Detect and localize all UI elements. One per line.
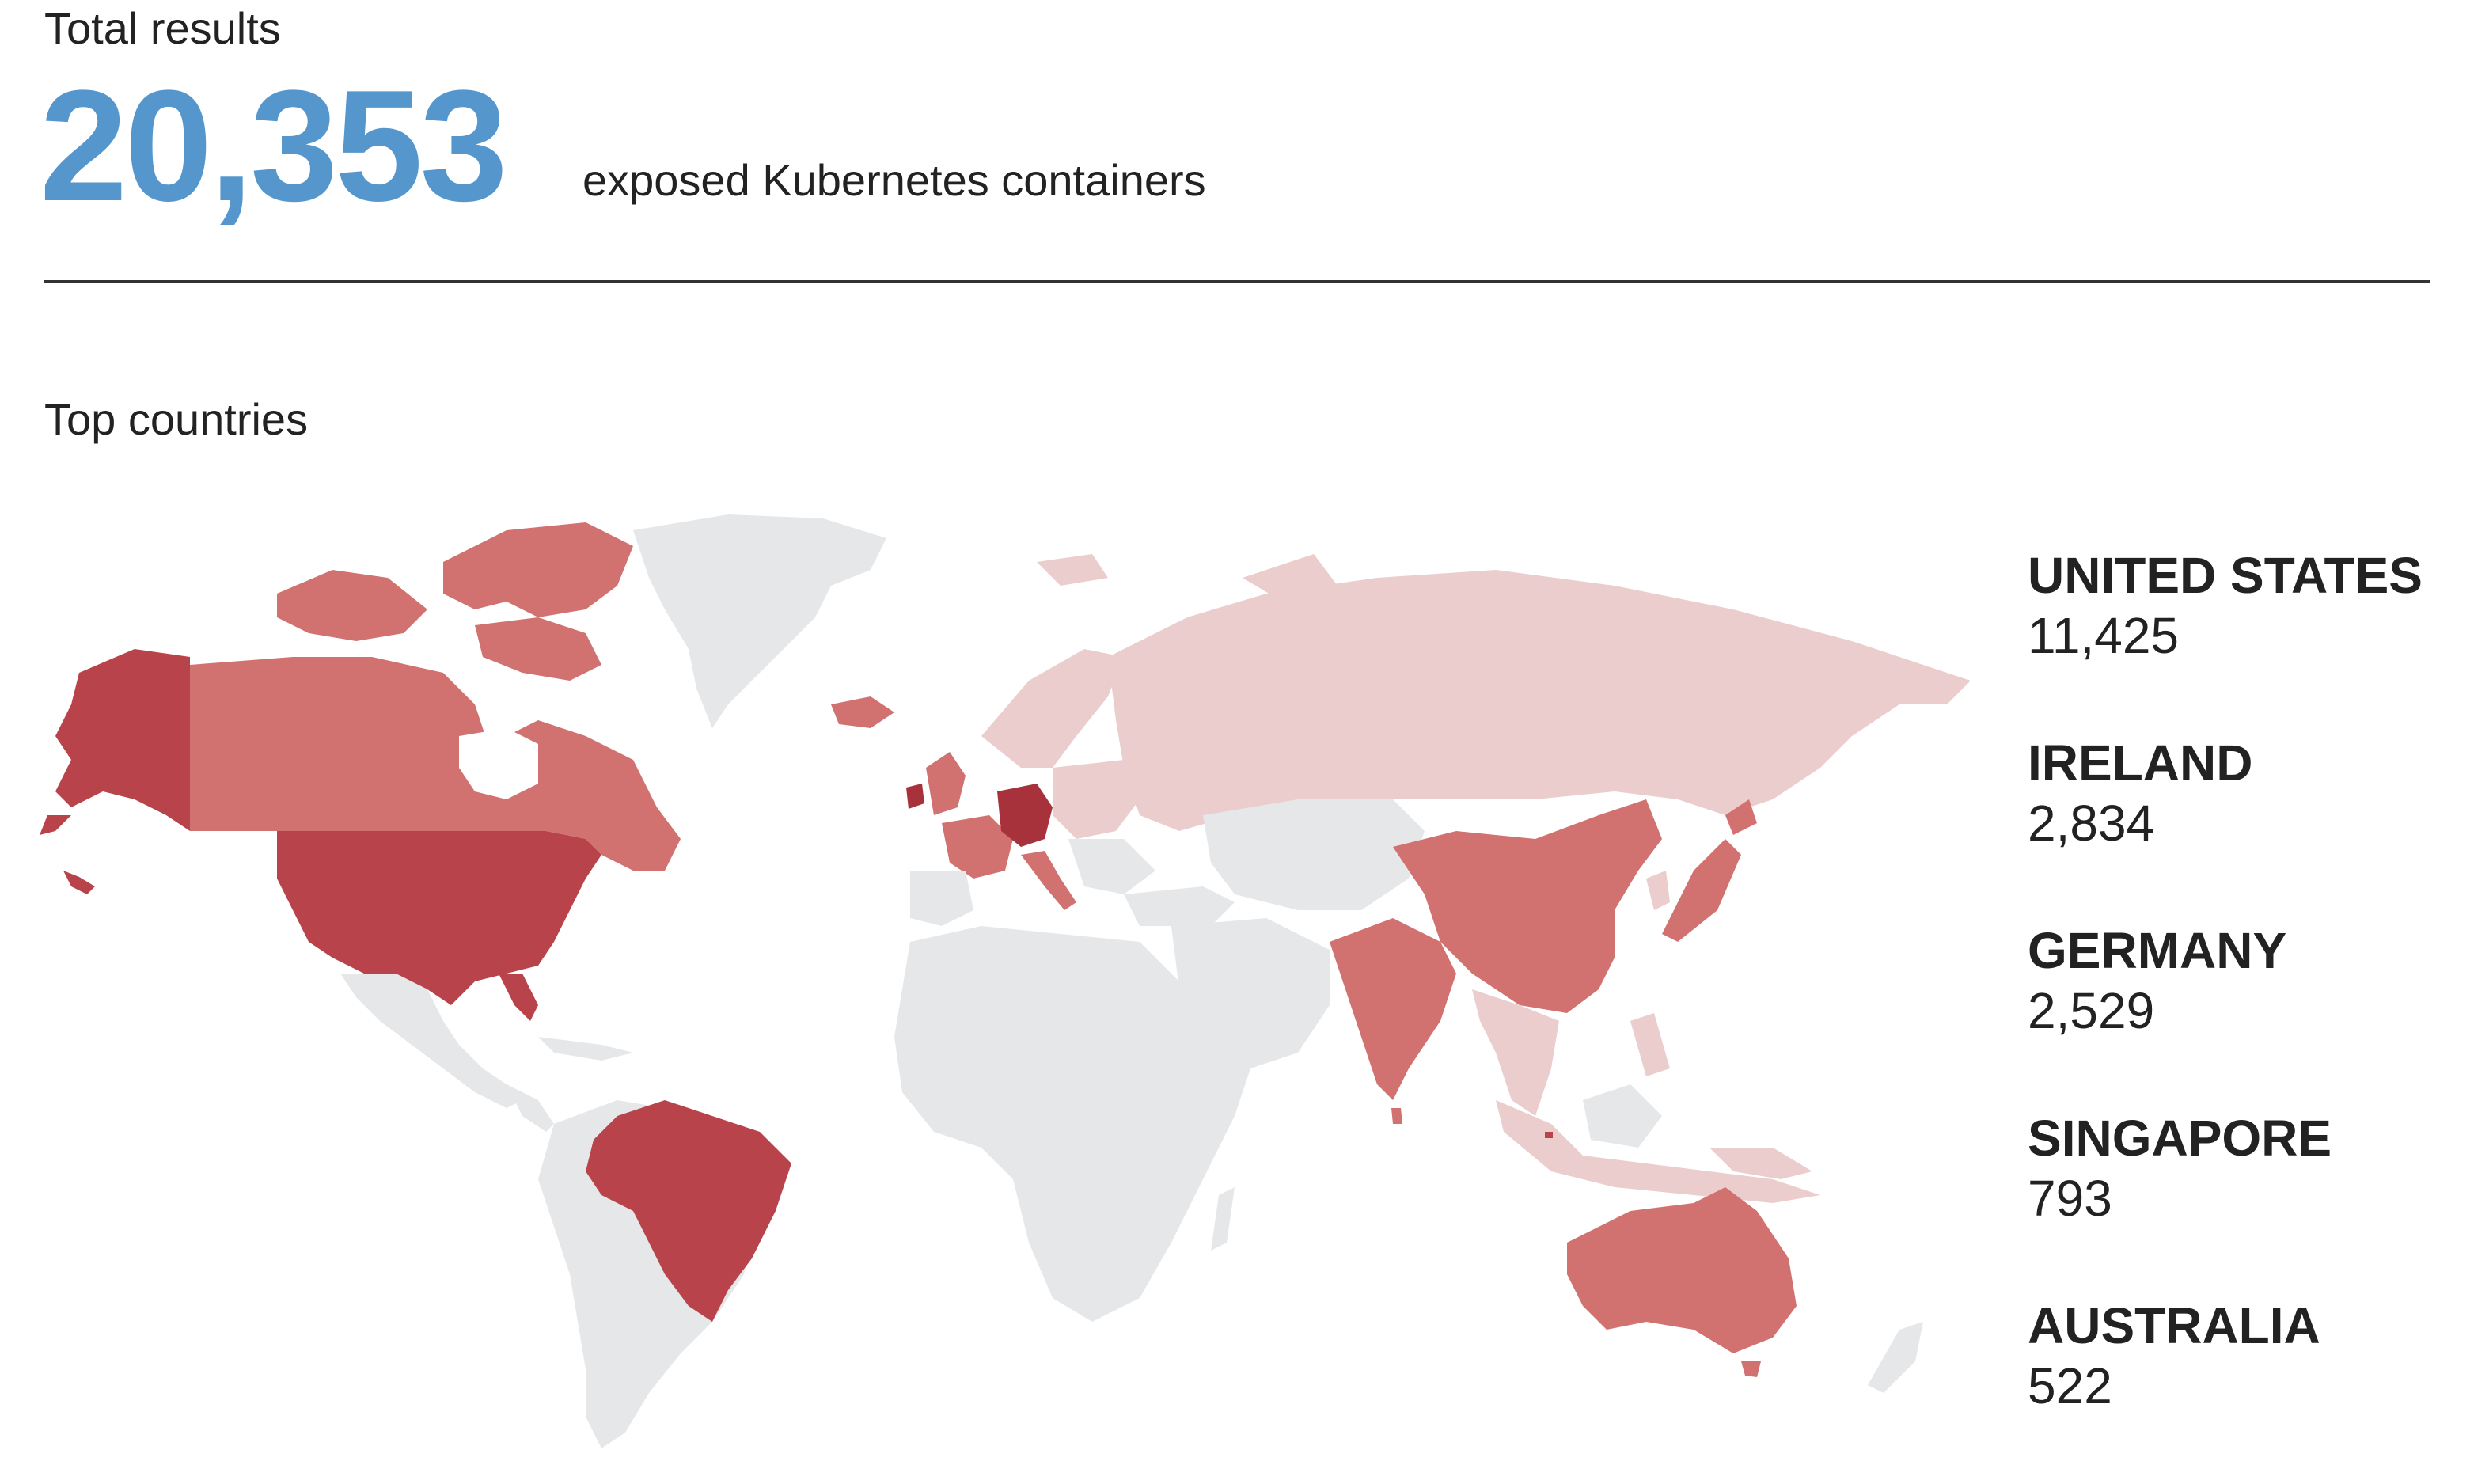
- map-region-hudson-bay: [459, 728, 538, 799]
- map-region-hawaii: [63, 871, 95, 894]
- total-results-label: Total results: [44, 3, 281, 53]
- country-entry-australia: AUSTRALIA 522: [2028, 1296, 2455, 1484]
- map-region-greenland: [633, 514, 886, 728]
- country-count: 2,834: [2028, 795, 2155, 852]
- top-countries-title: Top countries: [44, 394, 309, 444]
- country-count: 2,529: [2028, 982, 2155, 1039]
- map-region-scandinavia: [981, 649, 1124, 768]
- map-region-sri-lanka: [1391, 1108, 1402, 1124]
- map-region-france: [942, 815, 1013, 879]
- map-region-alaska-aleutians: [40, 815, 71, 835]
- map-region-iceland: [831, 696, 894, 728]
- country-entry-ireland: IRELAND 2,834: [2028, 734, 2455, 921]
- map-region-ireland: [906, 784, 924, 809]
- map-region-tasmania: [1741, 1361, 1761, 1377]
- map-region-canada-islands-2: [277, 570, 427, 641]
- map-region-borneo: [1583, 1084, 1662, 1148]
- map-region-papua: [1709, 1148, 1812, 1179]
- map-region-japan: [1662, 839, 1741, 942]
- country-name: IRELAND: [2028, 734, 2253, 791]
- map-region-brazil: [586, 1100, 791, 1322]
- country-entry-united-states: UNITED STATES 11,425: [2028, 546, 2455, 734]
- map-region-florida: [499, 974, 538, 1021]
- map-region-central-america: [507, 1084, 554, 1132]
- map-region-southeast-asia: [1472, 989, 1559, 1116]
- map-region-canada-islands-3: [475, 617, 601, 681]
- country-count: 522: [2028, 1357, 2112, 1414]
- country-name: AUSTRALIA: [2028, 1297, 2320, 1354]
- map-region-canada: [190, 657, 681, 871]
- country-name: GERMANY: [2028, 922, 2287, 979]
- country-count: 11,425: [2028, 607, 2179, 664]
- map-region-russia: [1108, 570, 1971, 831]
- total-results-description: exposed Kubernetes containers: [582, 155, 1206, 205]
- map-region-central-asia: [1203, 799, 1425, 910]
- map-region-singapore: [1545, 1132, 1553, 1138]
- map-region-balkans: [1068, 839, 1155, 894]
- map-region-canada-islands: [443, 522, 633, 617]
- map-region-uk: [926, 752, 966, 815]
- map-region-united-states: [277, 831, 601, 1005]
- map-region-new-zealand: [1868, 1322, 1923, 1393]
- map-region-mexico: [340, 974, 522, 1108]
- map-region-caribbean: [538, 1037, 633, 1061]
- map-region-eastern-europe: [1053, 760, 1140, 839]
- map-region-china: [1393, 799, 1662, 1013]
- map-region-russia-islands: [1037, 554, 1108, 586]
- map-region-iberia: [910, 871, 973, 926]
- section-divider: [44, 280, 2430, 283]
- top-countries-list: UNITED STATES 11,425 IRELAND 2,834 GERMA…: [2028, 546, 2455, 1484]
- map-region-japan-north: [1725, 799, 1757, 835]
- map-region-india: [1330, 918, 1456, 1100]
- map-region-turkey: [1124, 886, 1235, 926]
- world-map: [32, 499, 1994, 1464]
- map-region-madagascar: [1211, 1187, 1235, 1251]
- country-entry-germany: GERMANY 2,529: [2028, 921, 2455, 1109]
- total-results-value: 20,353: [40, 58, 508, 234]
- map-region-korea: [1646, 871, 1670, 910]
- map-region-africa: [894, 926, 1250, 1322]
- country-entry-singapore: SINGAPORE 793: [2028, 1109, 2455, 1296]
- map-region-russia-islands-2: [1243, 554, 1338, 602]
- map-region-indonesia: [1496, 1100, 1820, 1203]
- map-region-alaska: [55, 649, 190, 831]
- country-name: UNITED STATES: [2028, 547, 2423, 604]
- country-name: SINGAPORE: [2028, 1110, 2332, 1167]
- map-region-italy: [1021, 851, 1076, 910]
- map-region-germany: [997, 784, 1053, 847]
- country-count: 793: [2028, 1170, 2112, 1227]
- map-region-australia: [1567, 1187, 1797, 1353]
- map-region-philippines: [1630, 1013, 1670, 1076]
